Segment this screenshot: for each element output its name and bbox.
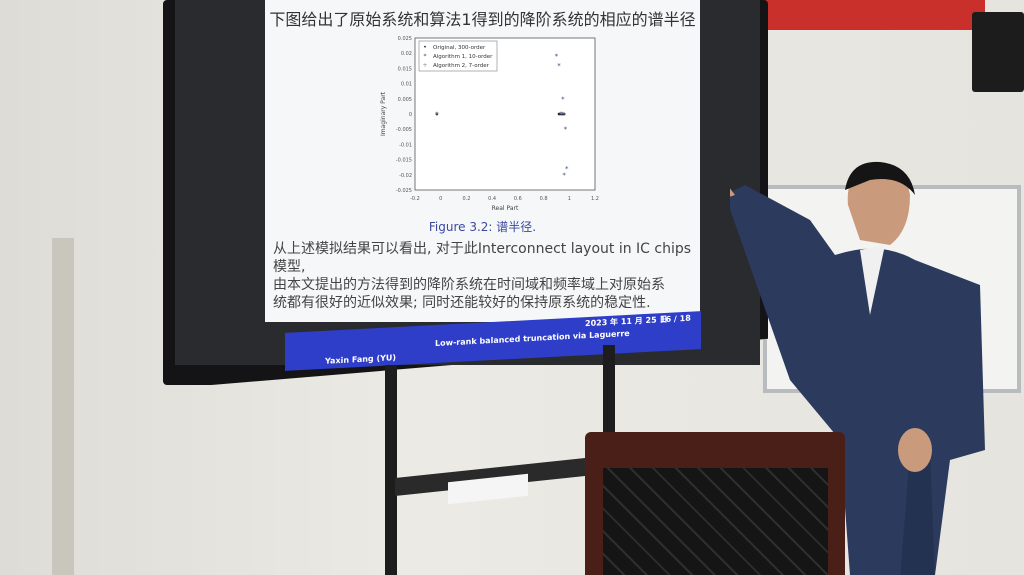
wall-speaker (972, 12, 1024, 92)
footer-date: 2023 年 11 月 25 日 (585, 314, 668, 329)
data-point-algorithm1: * (559, 111, 563, 119)
y-tick-label: -0.025 (396, 188, 412, 194)
y-tick-label: -0.015 (396, 158, 412, 164)
x-tick-label: 0.2 (462, 196, 470, 202)
x-tick-label: 0.4 (488, 196, 496, 202)
x-tick-label: 1 (568, 196, 571, 202)
legend-box (418, 40, 498, 72)
y-tick-label: 0.005 (398, 97, 412, 103)
y-tick-label: -0.005 (396, 127, 412, 133)
x-tick-label: 0.8 (540, 196, 548, 202)
y-tick-label: -0.01 (399, 142, 412, 148)
legend-entry: Algorithm 2, 7-order (433, 63, 490, 69)
y-tick-label: 0.01 (401, 82, 412, 88)
figure-caption: Figure 3.2: 谱半径. (428, 220, 537, 234)
data-point-algorithm2: + (434, 111, 439, 118)
data-point-original (562, 112, 566, 116)
body-line: 统都有很好的近似效果; 同时还能较好的保持原系统的稳定性. (273, 295, 651, 311)
body-line: 从上述模拟结果可以看出, 对于此Interconnect layout in I… (273, 241, 692, 275)
legend-entry: Algorithm 1, 10-order (433, 54, 493, 60)
x-axis-label: Real Part (492, 205, 519, 212)
chair-cushion (603, 468, 828, 575)
legend-marker: * (424, 53, 427, 60)
legend-marker: • (423, 44, 427, 51)
footer-page: 16 / 18 (660, 313, 691, 325)
footer-title: Low-rank balanced truncation via Laguerr… (435, 328, 630, 349)
y-tick-label: 0.025 (398, 36, 412, 42)
presenter (730, 161, 985, 575)
x-tick-label: 0 (439, 196, 442, 202)
data-point-algorithm2: + (562, 111, 567, 118)
presentation-slide: 下图给出了原始系统和算法1得到的降阶系统的相应的谱半径 -0.2 0 0.2 0.4 0… (265, 0, 700, 322)
y-axis-label: Imaginary Part (380, 91, 387, 136)
tv-stand-left (385, 365, 397, 575)
data-point-algorithm1: * (562, 171, 566, 179)
data-point-algorithm2: + (559, 111, 564, 118)
y-tick-label: 0 (409, 112, 412, 118)
data-point-algorithm1: * (565, 165, 569, 173)
data-point-algorithm1: * (561, 95, 565, 103)
legend-entry: Original, 300-order (433, 45, 486, 51)
data-point-algorithm1: * (555, 53, 559, 61)
data-point-algorithm1: * (561, 111, 565, 119)
data-point-original (435, 112, 439, 116)
body-line: 由本文提出的方法得到的降阶系统在时间域和频率域上对原始系 (273, 277, 665, 293)
metal-rack (52, 238, 74, 575)
data-point-algorithm1: * (564, 126, 568, 134)
y-tick-label: 0.02 (401, 51, 412, 57)
legend-marker: + (422, 62, 427, 69)
x-tick-label: -0.2 (410, 196, 420, 202)
x-tick-label: 1.2 (591, 196, 599, 202)
data-point-algorithm1: * (557, 62, 561, 70)
slide-title: 下图给出了原始系统和算法1得到的降阶系统的相应的谱半径 (269, 10, 696, 29)
y-tick-label: 0.015 (398, 66, 412, 72)
spectral-radius-plot: -0.2 0 0.2 0.4 0.6 0.8 1 1.2 0.025 0.02 0.015 0.01 0… (380, 36, 599, 212)
data-point-algorithm1: * (435, 111, 439, 119)
x-tick-label: 0.6 (514, 196, 522, 202)
y-tick-label: -0.02 (399, 173, 412, 179)
slide-body: 从上述模拟结果可以看出, 对于此Interconnect layout in I… (273, 240, 695, 312)
